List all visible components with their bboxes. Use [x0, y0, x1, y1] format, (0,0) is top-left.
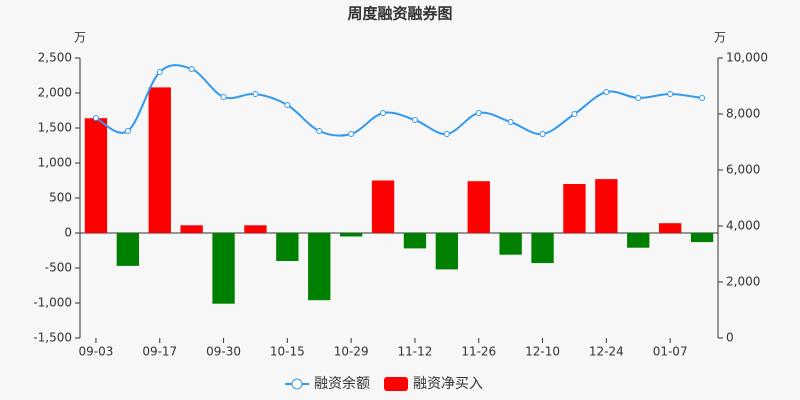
line-point [188, 66, 195, 73]
line-point [284, 102, 291, 109]
x-tick-label: 09-30 [206, 345, 241, 359]
bar [116, 233, 140, 266]
y2-tick-label: 10,000 [726, 51, 768, 65]
y-tick-label: 2,000 [38, 86, 72, 100]
bar [563, 184, 586, 233]
legend-swatch [384, 377, 408, 391]
line-point [667, 91, 674, 98]
x-tick-label: 09-17 [142, 345, 177, 359]
bar [690, 233, 714, 243]
line-point [635, 95, 642, 102]
bar [467, 181, 490, 233]
bar [403, 233, 427, 249]
y-tick-label: 500 [49, 191, 72, 205]
bar [276, 233, 299, 261]
chart-title: 周度融资融券图 [347, 5, 452, 23]
bar [244, 225, 267, 233]
x-tick-label: 12-10 [525, 345, 560, 359]
bar [212, 233, 235, 304]
bar [435, 233, 459, 270]
line-point [156, 69, 163, 75]
x-tick-label: 10-15 [270, 345, 305, 359]
line-point [220, 94, 227, 101]
y-tick-label: 2,500 [38, 51, 72, 65]
x-tick-label: 10-29 [334, 345, 369, 359]
bar [595, 179, 618, 233]
legend-label: 融资余额 [314, 375, 370, 392]
bar [308, 233, 331, 301]
line-point [539, 130, 546, 137]
line-point [316, 127, 323, 134]
bar [339, 233, 363, 237]
x-tick-label: 11-26 [461, 345, 496, 359]
x-tick-label: 11-12 [398, 345, 433, 359]
line-point [92, 115, 99, 122]
legend-marker [291, 378, 303, 390]
line-point [603, 88, 610, 95]
bar [180, 225, 203, 233]
x-tick-label: 12-24 [589, 345, 624, 359]
y-unit: 万 [74, 31, 86, 45]
legend-label: 融资净买入 [413, 376, 483, 392]
y-tick-label: 0 [64, 226, 72, 240]
bar [499, 233, 522, 255]
line-point [571, 111, 578, 117]
line-point [348, 130, 355, 137]
y2-tick-label: 4,000 [726, 219, 760, 233]
line-point [507, 119, 514, 126]
bar [148, 87, 171, 234]
y-tick-label: 1,500 [38, 121, 72, 135]
y2-tick-label: 8,000 [726, 107, 760, 121]
bar [531, 233, 554, 264]
x-tick-label: 01-07 [653, 345, 688, 359]
line-point [124, 127, 131, 134]
bar [371, 180, 395, 233]
bar [84, 118, 108, 233]
line-point [252, 91, 259, 98]
bar [658, 223, 682, 233]
y2-tick-label: 2,000 [726, 275, 760, 289]
bar [627, 233, 650, 248]
y-tick-label: -1,500 [33, 331, 72, 345]
y-tick-label: -500 [45, 261, 72, 275]
line-point [475, 109, 482, 116]
x-tick-label: 09-03 [79, 345, 114, 359]
y2-tick-label: 0 [726, 331, 734, 345]
line-point [380, 109, 387, 116]
y2-unit: 万 [714, 31, 726, 45]
y2-tick-label: 6,000 [726, 163, 760, 177]
y-tick-label: -1,000 [33, 296, 72, 310]
line-point [443, 130, 450, 137]
line-point [699, 95, 706, 102]
y-tick-label: 1,000 [38, 156, 72, 170]
line-point [411, 116, 418, 123]
